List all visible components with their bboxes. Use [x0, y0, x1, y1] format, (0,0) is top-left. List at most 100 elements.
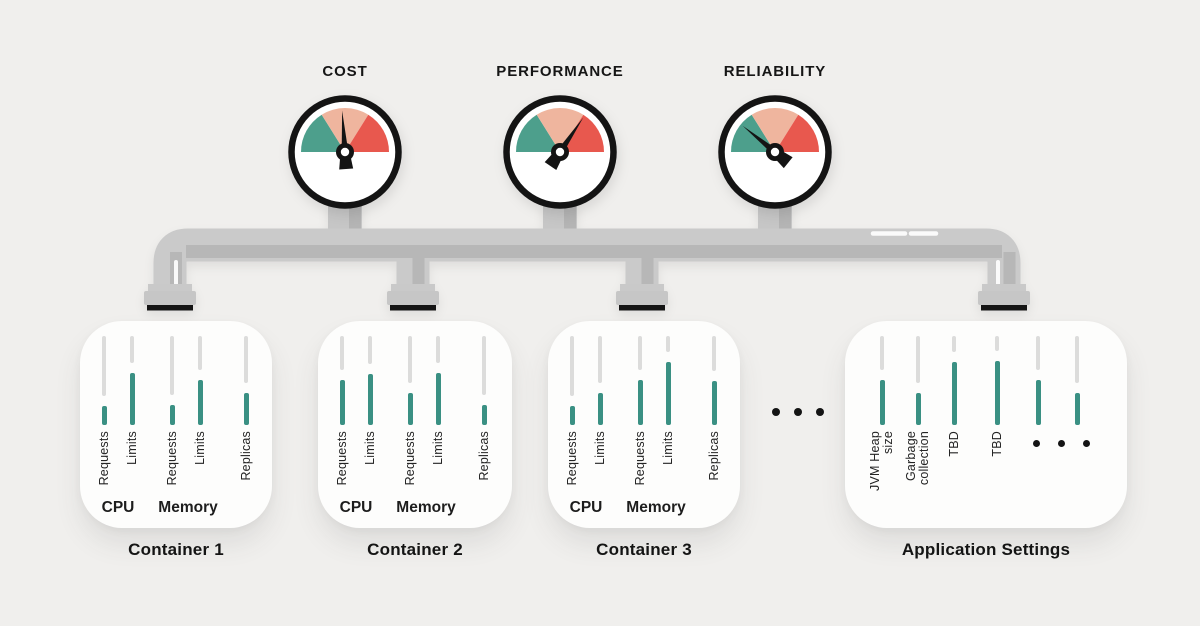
gauge-zone-low	[301, 114, 345, 152]
slider-label-replicas: Replicas	[469, 431, 499, 501]
slider-label-text: Requests	[96, 431, 111, 486]
slider-label-limits: Limits	[585, 431, 615, 501]
slider-label-requests: Requests	[625, 431, 655, 501]
slider-track	[952, 336, 956, 352]
gauge-zone-high	[775, 114, 819, 152]
slider-track	[712, 336, 716, 371]
slider-label-requests: Requests	[89, 431, 119, 501]
slider-label-text: Replicas	[238, 431, 253, 481]
slider-label-limits: Limits	[117, 431, 147, 501]
slider-label-limits: Limits	[355, 431, 385, 501]
slider-label-garbage-collection: Garbage collection	[903, 431, 933, 501]
slider-label-requests: Requests	[327, 431, 357, 501]
group-label-cpu: CPU	[339, 499, 373, 516]
panel-container-3: Requests Limits Requests Limits Replicas CPU M…	[548, 321, 740, 528]
slider-fill-replicas	[481, 405, 487, 425]
slider-track	[244, 336, 248, 383]
slider-track	[995, 336, 999, 351]
gauge-zone-mid	[751, 108, 799, 152]
slider-fill-tbd	[994, 361, 1000, 425]
slider-label-text: Requests	[402, 431, 417, 486]
more-sliders-ellipsis	[1033, 440, 1090, 447]
slider-label-requests: Requests	[557, 431, 587, 501]
slider-label-text: Limits	[592, 431, 607, 465]
pipe-flanges	[144, 284, 1030, 311]
slider-fill-jvm-heap-size	[879, 380, 885, 425]
slider-fill-replicas	[711, 381, 717, 425]
slider-label-requests: Requests	[395, 431, 425, 501]
slider-track	[170, 336, 174, 395]
slider-label-text: Replicas	[706, 431, 721, 481]
slider-label-text: JVM Heap size	[868, 431, 895, 491]
slider-fill-requests	[407, 393, 413, 425]
slider-label-text: Limits	[362, 431, 377, 465]
gauge-label-performance: PERFORMANCE	[496, 63, 624, 80]
slider-track	[598, 336, 602, 383]
slider-fill-limits	[197, 380, 203, 425]
slider-fill-limits	[435, 373, 441, 425]
group-label-memory: Memory	[626, 499, 686, 516]
gauge-label-reliability: RELIABILITY	[723, 63, 827, 80]
gauge-zone-mid	[536, 108, 584, 152]
slider-label-text: Replicas	[476, 431, 491, 481]
slider-label-text: TBD	[989, 431, 1004, 457]
gauge-performance-dial	[502, 94, 618, 215]
slider-track	[1036, 336, 1040, 370]
gauge-zone-high	[560, 114, 604, 152]
slider-label-text: Requests	[632, 431, 647, 486]
slider-fill-requests	[637, 380, 643, 425]
slider-label-text: Requests	[164, 431, 179, 486]
slider-label-text: Limits	[192, 431, 207, 465]
slider-label-text: Limits	[430, 431, 445, 465]
slider-label-tbd: TBD	[939, 431, 969, 501]
gauge-hub-center	[340, 147, 350, 157]
slider-label-replicas: Replicas	[699, 431, 729, 501]
slider-track	[880, 336, 884, 370]
pipe-shading	[170, 245, 1016, 288]
slider-label-text: Limits	[660, 431, 675, 465]
slider-label-limits: Limits	[653, 431, 683, 501]
slider-track	[482, 336, 486, 395]
slider-label-tbd: TBD	[982, 431, 1012, 501]
slider-fill-limits	[597, 393, 603, 425]
slider-track	[198, 336, 202, 370]
gauge-label-cost: COST	[322, 63, 368, 80]
pipe-highlights	[174, 231, 1000, 286]
more-containers-ellipsis	[772, 408, 824, 416]
slider-fill-limits	[129, 373, 135, 425]
slider-fill-tbd	[951, 362, 957, 425]
slider-track	[340, 336, 344, 370]
slider-label-text: Requests	[564, 431, 579, 486]
gauge-cost-dial	[287, 94, 403, 215]
slider-label-replicas: Replicas	[231, 431, 261, 501]
slider-fill-requests	[101, 406, 107, 425]
panel-title-container-2: Container 2	[367, 540, 463, 559]
slider-fill-requests	[569, 406, 575, 425]
panel-application-settings: JVM Heap size Garbage collection TBD TBD	[845, 321, 1127, 528]
slider-fill	[1074, 393, 1080, 425]
slider-track	[130, 336, 134, 363]
slider-track	[916, 336, 920, 383]
group-label-cpu: CPU	[101, 499, 135, 516]
panel-title-container-1: Container 1	[128, 540, 224, 559]
panel-container-1: Requests Limits Requests Limits Replicas CPU M…	[80, 321, 272, 528]
slider-track	[436, 336, 440, 363]
group-label-memory: Memory	[396, 499, 456, 516]
panel-title-application-settings: Application Settings	[901, 540, 1071, 559]
slider-label-text: TBD	[946, 431, 961, 457]
slider-label-limits: Limits	[423, 431, 453, 501]
slider-label-text: Garbage collection	[904, 431, 931, 486]
gauge-reliability-dial	[717, 94, 833, 215]
slider-fill-limits	[665, 362, 671, 425]
slider-label-jvm-heap-size: JVM Heap size	[867, 431, 897, 501]
slider-label-requests: Requests	[157, 431, 187, 501]
slider-fill-requests	[169, 405, 175, 425]
group-label-cpu: CPU	[569, 499, 603, 516]
panel-title-container-3: Container 3	[596, 540, 692, 559]
gauge-hub-center	[555, 147, 565, 157]
slider-label-text: Requests	[334, 431, 349, 486]
slider-label-text: Limits	[124, 431, 139, 465]
slider-track	[666, 336, 670, 352]
